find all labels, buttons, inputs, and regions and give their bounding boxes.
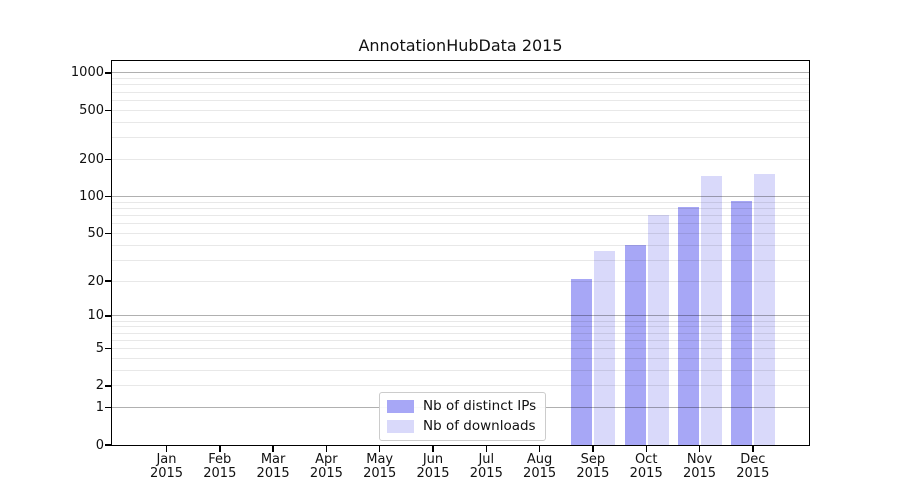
x-tick-mark: [219, 445, 221, 452]
y-tick-label: 200: [79, 151, 104, 167]
gridline-minor: [112, 369, 809, 371]
bar-ips-sep-2015: [571, 278, 593, 445]
legend-label-distinct-ips: Nb of distinct IPs: [423, 398, 537, 414]
y-tick-label: 20: [87, 273, 104, 289]
x-tick-label: Nov 2015: [682, 452, 717, 481]
gridline-minor: [112, 223, 809, 225]
gridline-minor: [112, 91, 809, 93]
x-tick-mark: [378, 445, 381, 452]
y-tick-mark: [105, 158, 112, 161]
legend-label-downloads: Nb of downloads: [423, 418, 536, 434]
y-tick-label: 500: [79, 102, 104, 118]
gridline-major: [112, 315, 809, 317]
gridline-minor: [112, 385, 809, 387]
x-tick-label: Jun 2015: [416, 452, 450, 481]
gridline-minor: [112, 207, 809, 209]
y-tick-label: 1: [95, 400, 104, 416]
gridline-minor: [112, 326, 809, 328]
gridline-minor: [112, 109, 809, 111]
y-tick-mark: [105, 280, 112, 282]
bar-downloads-dec-2015: [754, 174, 776, 445]
x-tick-mark: [752, 445, 754, 452]
legend-item-distinct-ips: Nb of distinct IPs: [387, 399, 536, 414]
gridline-minor: [112, 244, 809, 246]
x-tick-label: Aug 2015: [523, 452, 557, 481]
gridline-minor: [112, 339, 809, 341]
y-tick-mark: [105, 315, 112, 317]
y-tick-label: 5: [95, 341, 104, 356]
x-tick-mark: [325, 445, 328, 452]
y-tick-mark: [105, 195, 112, 198]
x-tick-mark: [645, 445, 647, 452]
x-tick-label: Jul 2015: [469, 452, 503, 481]
gridline-minor: [112, 357, 809, 359]
x-tick-label: Sep 2015: [576, 452, 610, 481]
x-tick-mark: [592, 445, 594, 452]
y-tick-mark: [105, 347, 112, 350]
legend-item-downloads: Nb of downloads: [387, 419, 536, 434]
y-tick-mark: [105, 109, 112, 111]
x-tick-mark: [432, 445, 434, 452]
gridline-minor: [112, 137, 809, 139]
x-tick-label: Apr 2015: [309, 452, 343, 481]
gridline-major: [112, 72, 809, 74]
bar-downloads-sep-2015: [594, 250, 616, 445]
gridline-minor: [112, 259, 809, 261]
gridline-minor: [112, 332, 809, 334]
y-tick-label: 0: [95, 437, 104, 453]
x-tick-mark: [165, 445, 168, 452]
gridline-minor: [112, 232, 809, 234]
y-tick-label: 1000: [70, 65, 104, 81]
x-tick-label: Oct 2015: [629, 452, 663, 481]
bar-ips-dec-2015: [731, 200, 753, 445]
gridline-minor: [112, 121, 809, 123]
bar-downloads-oct-2015: [647, 215, 669, 445]
x-tick-label: May 2015: [363, 452, 397, 481]
gridline-minor: [112, 158, 809, 160]
gridline-major: [112, 196, 809, 197]
x-tick-mark: [272, 445, 274, 452]
legend-swatch-distinct-ips-icon: [387, 400, 414, 413]
plot-area: Nb of distinct IPs Nb of downloads: [105, 60, 810, 452]
legend-swatch-downloads-icon: [387, 420, 414, 433]
x-tick-mark: [485, 445, 487, 452]
gridline-minor: [112, 99, 809, 101]
gridline-minor: [112, 348, 809, 349]
chart-title: AnnotationHubData 2015: [358, 36, 563, 55]
gridline-minor: [112, 84, 809, 86]
bar-ips-oct-2015: [624, 245, 646, 445]
x-tick-label: Dec 2015: [736, 452, 770, 481]
bar-downloads-nov-2015: [701, 175, 722, 445]
y-tick-mark: [105, 406, 112, 409]
gridline-minor: [112, 214, 809, 216]
x-tick-mark: [538, 445, 541, 452]
x-tick-label: Feb 2015: [203, 452, 237, 481]
gridline-minor: [112, 78, 809, 80]
x-tick-label: Mar 2015: [256, 452, 290, 481]
gridline-minor: [112, 320, 809, 322]
y-tick-mark: [105, 385, 112, 387]
y-tick-label: 100: [79, 189, 104, 204]
y-tick-label: 50: [87, 225, 104, 241]
y-tick-mark: [105, 72, 112, 74]
gridline-minor: [112, 280, 809, 282]
y-tick-label: 2: [95, 378, 104, 394]
x-tick-mark: [698, 445, 701, 452]
gridline-minor: [112, 201, 809, 203]
y-tick-mark: [105, 444, 112, 446]
x-tick-label: Jan 2015: [149, 452, 184, 481]
y-tick-mark: [105, 232, 112, 234]
y-tick-label: 10: [87, 308, 104, 324]
legend: Nb of distinct IPs Nb of downloads: [379, 392, 547, 441]
